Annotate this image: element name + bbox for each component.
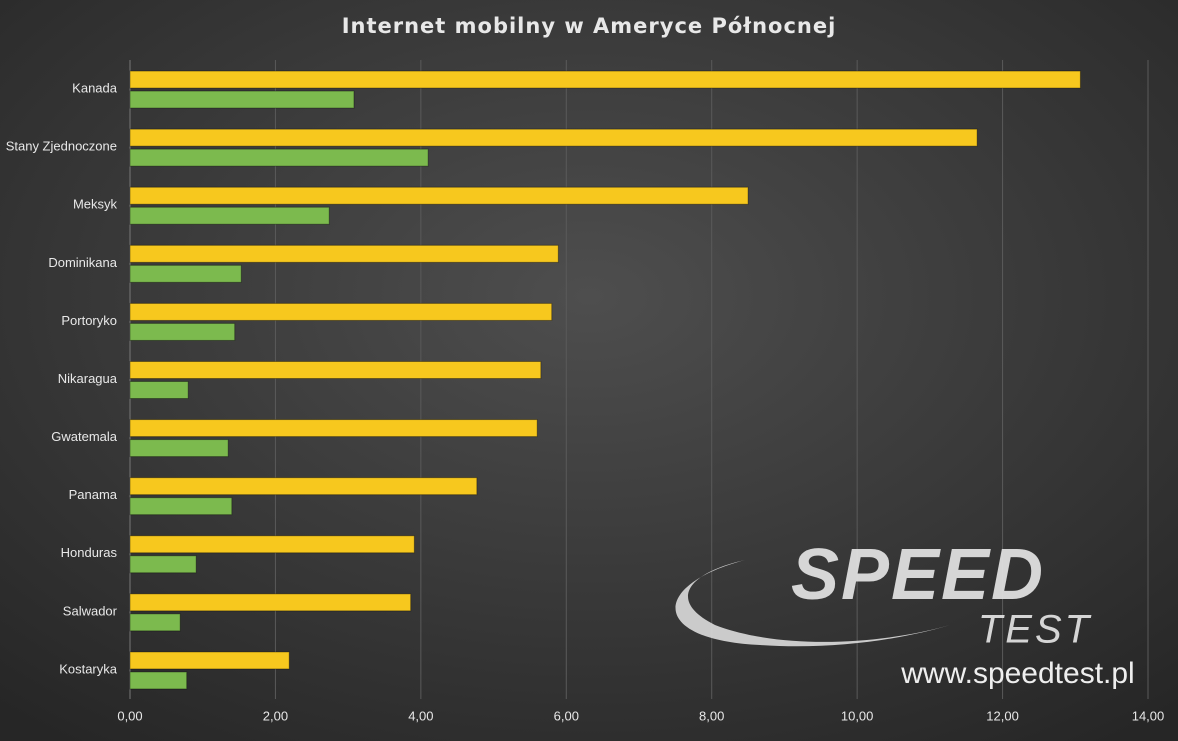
y-tick-label: Nikaragua	[58, 371, 118, 386]
bar	[129, 555, 197, 574]
bar	[129, 497, 233, 516]
website-url: www.speedtest.pl	[900, 657, 1134, 690]
y-tick-label: Kanada	[72, 80, 118, 95]
bar	[129, 186, 749, 205]
bar	[129, 244, 559, 263]
y-tick-label: Dominikana	[48, 255, 117, 270]
bar	[129, 90, 355, 109]
x-tick-label: 14,00	[1132, 708, 1165, 723]
watermark: SPEED TEST www.speedtest.pl	[675, 535, 1135, 690]
logo-subtext: TEST	[978, 608, 1092, 652]
bar	[129, 302, 553, 321]
logo-text: SPEED	[791, 535, 1045, 615]
bar	[129, 439, 229, 458]
bar	[129, 381, 189, 399]
x-tick-label: 10,00	[841, 708, 874, 723]
x-tick-label: 2,00	[263, 708, 288, 723]
x-tick-label: 8,00	[699, 708, 724, 723]
y-tick-label: Gwatemala	[51, 429, 118, 444]
y-tick-label: Kostaryka	[59, 661, 118, 676]
bar	[129, 593, 412, 612]
bar	[129, 264, 242, 283]
bar	[129, 671, 188, 690]
bar	[129, 651, 290, 670]
y-tick-label: Meksyk	[73, 197, 118, 212]
y-tick-label: Honduras	[61, 545, 118, 560]
y-tick-label: Portoryko	[61, 313, 117, 328]
bar	[129, 419, 538, 438]
bar	[129, 477, 478, 496]
bar	[129, 613, 181, 632]
chart-title: Internet mobilny w Ameryce Północnej	[342, 14, 837, 38]
bar	[129, 70, 1081, 89]
x-tick-label: 12,00	[986, 708, 1019, 723]
y-tick-label: Salwador	[63, 603, 118, 618]
y-tick-label: Stany Zjednoczone	[6, 139, 117, 154]
x-tick-label: 4,00	[408, 708, 433, 723]
bar	[129, 206, 330, 225]
x-tick-label: 0,00	[117, 708, 142, 723]
x-tick-label: 6,00	[554, 708, 579, 723]
bar	[129, 361, 542, 379]
bar	[129, 128, 978, 147]
y-tick-label: Panama	[69, 487, 118, 502]
bar	[129, 535, 415, 554]
bar	[129, 322, 236, 341]
bar	[129, 148, 429, 167]
